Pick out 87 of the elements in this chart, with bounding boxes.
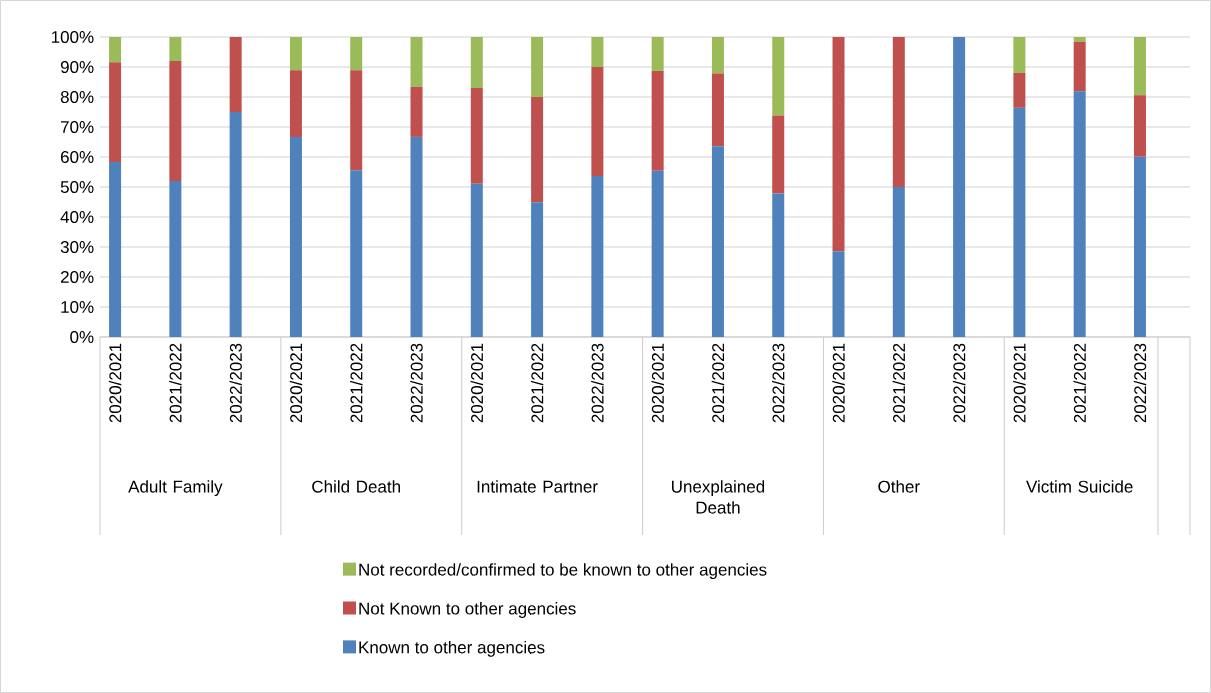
bar [591, 37, 604, 67]
legend-label: Known to other agencies [359, 640, 545, 657]
bar [229, 37, 242, 112]
bar [169, 181, 182, 337]
y-tick-label: 60% [60, 150, 94, 164]
bar [832, 37, 845, 252]
bar [109, 62, 122, 163]
legend-label: Not Known to other agencies [359, 602, 576, 618]
x-tick-label: 2022/2023 [410, 343, 423, 423]
y-tick-label: 40% [60, 210, 94, 224]
bar [591, 67, 604, 176]
bar [1073, 91, 1086, 337]
bar [410, 86, 423, 137]
bar [350, 170, 363, 337]
bar [772, 193, 785, 337]
text: Adult Family [128, 480, 223, 497]
bar [651, 70, 664, 171]
bar [711, 37, 724, 74]
y-tick-label: 10% [61, 300, 94, 314]
bar [1013, 73, 1026, 108]
y-tick-label: 50% [60, 180, 94, 194]
text: Unexplained Death [672, 480, 765, 514]
bar [1073, 41, 1086, 92]
bar [711, 73, 724, 147]
bar [410, 136, 423, 337]
x-tick-label: 2022/2023 [229, 343, 242, 423]
y-tick-label: 20% [60, 270, 94, 284]
x-tick-label: 2021/2022 [169, 343, 182, 423]
bar [1013, 37, 1026, 73]
bar [832, 251, 845, 337]
bar [289, 37, 302, 71]
x-tick-label: 2020/2021 [832, 343, 845, 423]
bar [289, 136, 302, 337]
bar [711, 146, 724, 337]
bar [591, 175, 604, 337]
bar [772, 115, 785, 194]
x-tick-label: 2020/2021 [470, 343, 484, 423]
x-tick-label: 2022/2023 [952, 343, 966, 423]
x-tick-label: 2021/2022 [711, 343, 725, 423]
bar [169, 61, 182, 181]
bar [892, 37, 905, 187]
y-tick-label: 70% [61, 120, 94, 134]
x-tick-label: 2022/2023 [1133, 343, 1147, 423]
bar [350, 70, 363, 171]
bar [1133, 156, 1146, 337]
bar [1133, 37, 1146, 96]
x-tick-label: 2020/2021 [1013, 343, 1026, 423]
bar [531, 97, 544, 203]
x-tick-label: 2022/2023 [772, 343, 785, 423]
x-tick-label: 2022/2023 [591, 343, 604, 423]
bar [772, 37, 785, 116]
bar [531, 202, 544, 337]
bar [953, 37, 966, 337]
bar [1073, 37, 1086, 42]
bar [892, 187, 905, 337]
bar [531, 37, 544, 97]
y-tick-label: 0% [70, 330, 94, 344]
y-tick-label: 100% [51, 30, 94, 44]
legend-label: Not recorded/confirmed to be known to other agencies [359, 563, 767, 580]
bar [651, 170, 664, 337]
bar [169, 37, 182, 61]
x-tick-label: 2021/2022 [530, 343, 544, 423]
bar [1013, 107, 1026, 337]
bar [109, 37, 122, 63]
x-tick-label: 2020/2021 [651, 343, 664, 423]
bar [651, 37, 664, 71]
bar [109, 162, 122, 337]
text: Child Death [312, 480, 400, 493]
text: Victim Suicide [1026, 480, 1133, 493]
bar [229, 112, 242, 337]
bar [470, 88, 483, 184]
bar [410, 37, 423, 87]
x-tick-label: 2021/2022 [349, 343, 363, 423]
y-tick-label: 30% [60, 240, 94, 254]
x-tick-label: 2021/2022 [892, 343, 906, 423]
text: Intimate Partner [477, 480, 598, 493]
y-tick-label: 90% [60, 60, 94, 74]
text: Other [878, 480, 920, 493]
bar [470, 37, 483, 88]
bar [470, 183, 483, 337]
bar [350, 37, 363, 71]
x-tick-label: 2020/2021 [289, 343, 303, 423]
x-tick-label: 2020/2021 [108, 343, 122, 423]
y-tick-label: 80% [60, 90, 94, 104]
bar [1133, 95, 1146, 157]
x-tick-label: 2021/2022 [1073, 343, 1086, 423]
bar [289, 70, 302, 137]
